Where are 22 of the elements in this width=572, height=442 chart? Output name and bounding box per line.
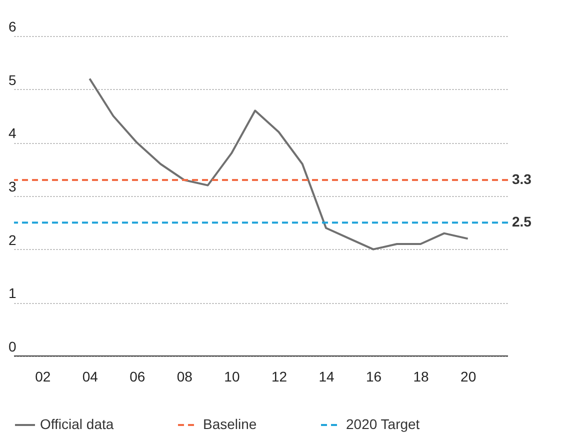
legend-label: 2020 Target xyxy=(346,416,420,432)
legend-label: Official data xyxy=(40,416,114,432)
x-tick-label: 08 xyxy=(176,368,193,384)
legend-label: Baseline xyxy=(203,416,257,432)
y-tick-label: 1 xyxy=(8,285,16,302)
x-tick-label: 04 xyxy=(82,368,98,384)
x-tick-label: 12 xyxy=(271,368,288,384)
y-tick-label: 0 xyxy=(8,338,16,354)
x-tick-label: 16 xyxy=(366,368,382,384)
y-tick-label: 5 xyxy=(8,72,16,88)
y-tick-label: 2 xyxy=(8,232,16,248)
x-tick-label: 02 xyxy=(35,368,51,384)
annotation: 2.5 xyxy=(512,214,532,230)
x-tick-label: 10 xyxy=(224,368,240,384)
y-tick-label: 3 xyxy=(8,178,16,194)
y-tick-label: 4 xyxy=(8,125,16,142)
x-tick-label: 20 xyxy=(460,368,476,384)
x-tick-label: 06 xyxy=(130,368,146,384)
x-tick-label: 18 xyxy=(413,368,430,384)
y-tick-label: 6 xyxy=(8,18,16,34)
annotation: 3.3 xyxy=(512,171,532,187)
x-tick-label: 14 xyxy=(318,368,334,384)
